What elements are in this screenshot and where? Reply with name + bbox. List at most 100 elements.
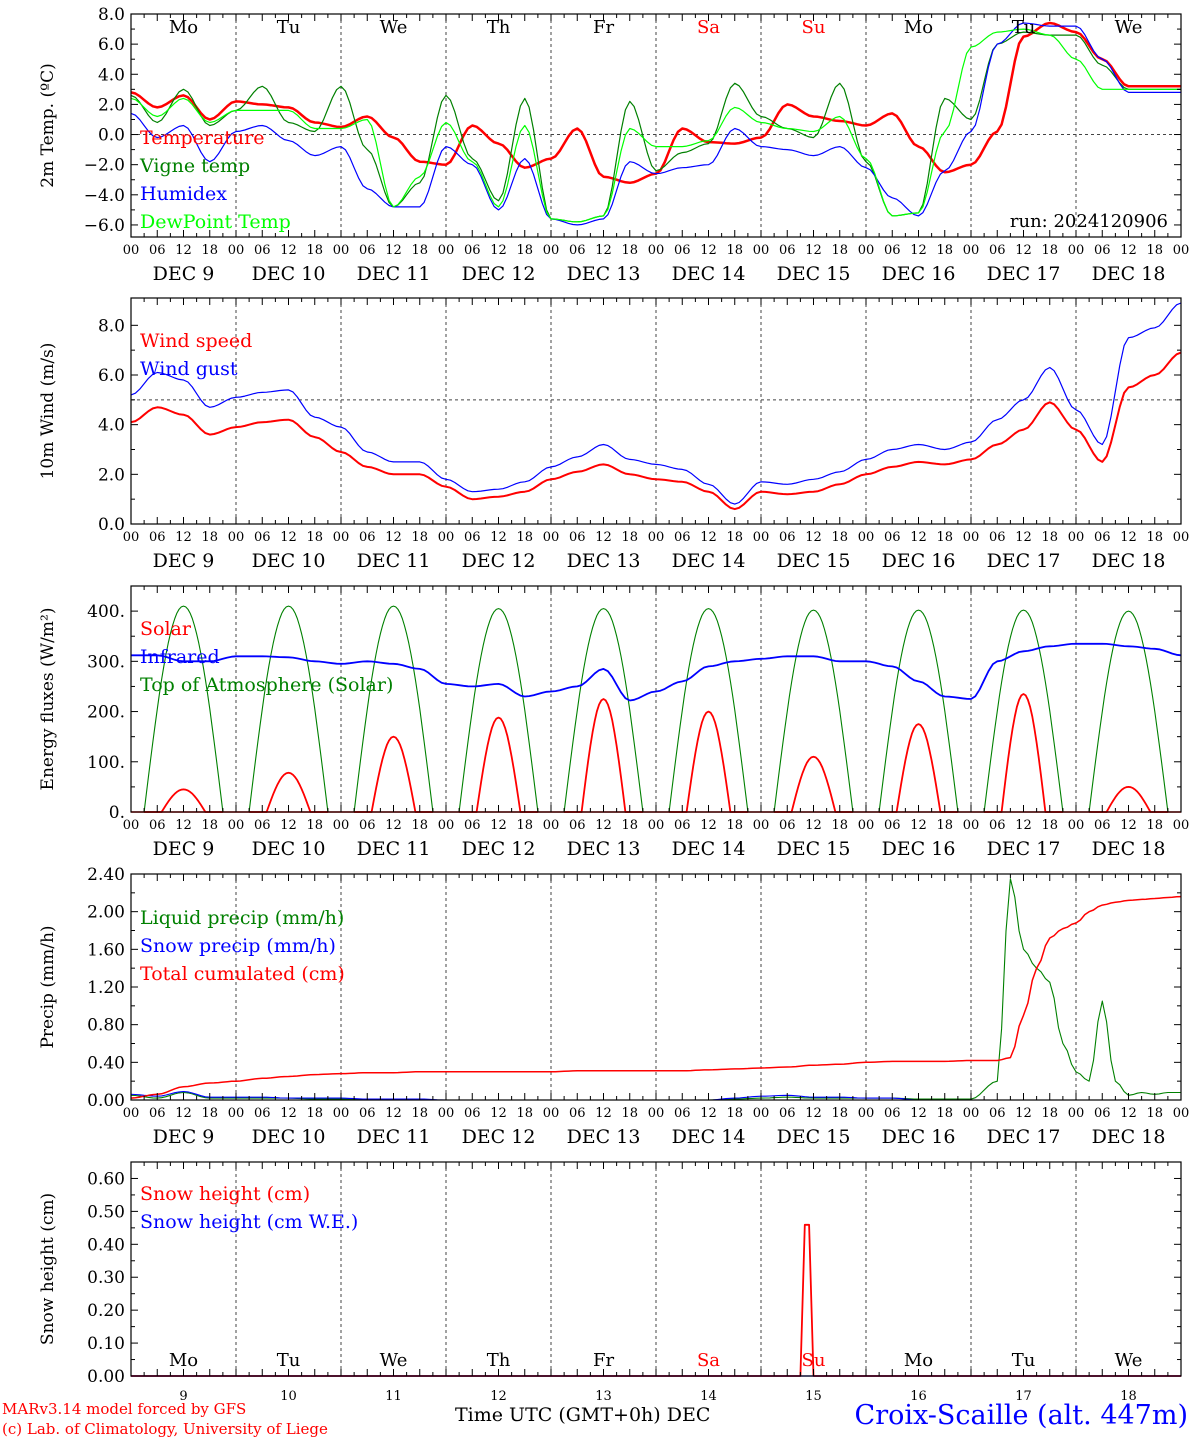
date-label: DEC 14 — [672, 1126, 746, 1148]
hour-tick-label: 12 — [385, 530, 402, 545]
hour-tick-label: 00 — [1173, 1106, 1190, 1121]
series-wind-speed — [130, 351, 1182, 511]
hour-tick-label: 12 — [805, 818, 822, 833]
y-tick-label: 2.0 — [98, 465, 125, 485]
hour-tick-label: 06 — [149, 530, 166, 545]
y-axis-label: 10m Wind (m/s) — [38, 343, 58, 480]
hour-tick-label: 00 — [858, 530, 875, 545]
hour-tick-label: 12 — [490, 818, 507, 833]
hour-tick-label: 00 — [333, 1106, 350, 1121]
hour-tick-label: 06 — [779, 818, 796, 833]
y-tick-label: 8.0 — [98, 316, 125, 336]
date-label: DEC 16 — [882, 1126, 956, 1148]
hour-tick-label: 12 — [1120, 530, 1137, 545]
y-axis-label: Precip (mm/h) — [38, 925, 58, 1048]
hour-tick-label: 06 — [149, 1106, 166, 1121]
hour-tick-label: 18 — [411, 1106, 428, 1121]
hour-tick-label: 06 — [569, 243, 586, 258]
hour-tick-label: 18 — [621, 530, 638, 545]
hour-tick-label: 00 — [858, 1106, 875, 1121]
hour-tick-label: 18 — [831, 243, 848, 258]
hour-tick-label: 00 — [753, 243, 770, 258]
weekday-label: Th — [487, 17, 511, 38]
date-label: DEC 15 — [777, 263, 851, 285]
hour-tick-label: 18 — [306, 243, 323, 258]
hour-tick-label: 00 — [228, 818, 245, 833]
series-dewpoint-temp — [130, 28, 1181, 223]
hour-tick-label: 00 — [543, 530, 560, 545]
hour-tick-label: 12 — [1120, 818, 1137, 833]
hour-tick-label: 06 — [884, 818, 901, 833]
hour-tick-label: 18 — [1146, 1106, 1163, 1121]
series-toa-solar — [1088, 610, 1169, 813]
day-number-label: 14 — [700, 1389, 717, 1404]
day-number-label: 15 — [805, 1389, 822, 1404]
hour-tick-label: 18 — [831, 530, 848, 545]
y-tick-label: 8.0 — [98, 5, 125, 25]
date-label: DEC 10 — [252, 1126, 326, 1148]
y-tick-label: 0.0 — [98, 126, 125, 146]
hour-tick-label: 12 — [910, 243, 927, 258]
hour-tick-label: 12 — [280, 1106, 297, 1121]
date-label: DEC 15 — [777, 1126, 851, 1148]
y-tick-label: −4.0 — [84, 186, 125, 206]
y-tick-label: 100. — [87, 753, 125, 773]
series-solar — [354, 735, 433, 813]
hour-tick-label: 00 — [543, 243, 560, 258]
hour-tick-label: 06 — [149, 243, 166, 258]
date-label: DEC 16 — [882, 263, 956, 285]
series-toa-solar — [458, 608, 539, 813]
hour-tick-label: 18 — [621, 818, 638, 833]
y-tick-label: 0.80 — [87, 1016, 125, 1036]
weekday-label: We — [380, 1350, 408, 1371]
hour-tick-label: 18 — [1146, 243, 1163, 258]
hour-tick-label: 18 — [411, 530, 428, 545]
hour-tick-label: 12 — [175, 243, 192, 258]
hour-tick-label: 12 — [175, 530, 192, 545]
y-tick-label: 4.0 — [98, 416, 125, 436]
series-solar — [669, 710, 748, 813]
date-label: DEC 12 — [462, 838, 536, 860]
hour-tick-label: 18 — [1041, 818, 1058, 833]
hour-tick-label: 06 — [674, 1106, 691, 1121]
hour-tick-label: 00 — [438, 818, 455, 833]
date-label: DEC 12 — [462, 263, 536, 285]
date-label: DEC 14 — [672, 838, 746, 860]
hour-tick-label: 12 — [805, 530, 822, 545]
weekday-label: We — [1115, 1350, 1143, 1371]
hour-tick-label: 18 — [936, 1106, 953, 1121]
hour-tick-label: 18 — [306, 818, 323, 833]
date-label: DEC 11 — [357, 263, 431, 285]
hour-tick-label: 06 — [989, 1106, 1006, 1121]
hour-tick-label: 06 — [989, 243, 1006, 258]
y-tick-label: 0.00 — [87, 1367, 125, 1387]
legend-entry: Snow height (cm W.E.) — [140, 1211, 358, 1233]
hour-tick-label: 06 — [1094, 530, 1111, 545]
hour-tick-label: 00 — [1173, 530, 1190, 545]
hour-tick-label: 18 — [516, 1106, 533, 1121]
hour-tick-label: 12 — [280, 530, 297, 545]
series-infrared — [131, 642, 1182, 702]
panel-1: 8.0 6.0 4.0 2.0 0.0 −2.0 −4.0 −6.0 2m Temp. (ºC)… — [38, 5, 1189, 285]
hour-tick-label: 12 — [1015, 243, 1032, 258]
hour-tick-label: 06 — [779, 1106, 796, 1121]
y-tick-label: −2.0 — [84, 156, 125, 176]
legend-entry: Vigne temp — [139, 155, 250, 177]
hour-tick-label: 18 — [1041, 530, 1058, 545]
hour-tick-label: 00 — [648, 243, 665, 258]
series-toa-solar — [563, 608, 644, 813]
hour-tick-label: 12 — [280, 818, 297, 833]
hour-tick-label: 00 — [648, 530, 665, 545]
hour-tick-label: 00 — [123, 243, 140, 258]
hour-tick-label: 18 — [201, 818, 218, 833]
y-tick-label: 200. — [87, 703, 125, 723]
hour-tick-label: 12 — [700, 818, 717, 833]
hour-tick-label: 06 — [464, 1106, 481, 1121]
y-tick-label: 0.20 — [87, 1301, 125, 1321]
hour-tick-label: 18 — [201, 243, 218, 258]
hour-tick-label: 12 — [385, 818, 402, 833]
plot-frame — [130, 13, 1182, 238]
hour-tick-label: 12 — [1120, 243, 1137, 258]
hour-tick-label: 00 — [333, 530, 350, 545]
hour-tick-label: 18 — [726, 1106, 743, 1121]
